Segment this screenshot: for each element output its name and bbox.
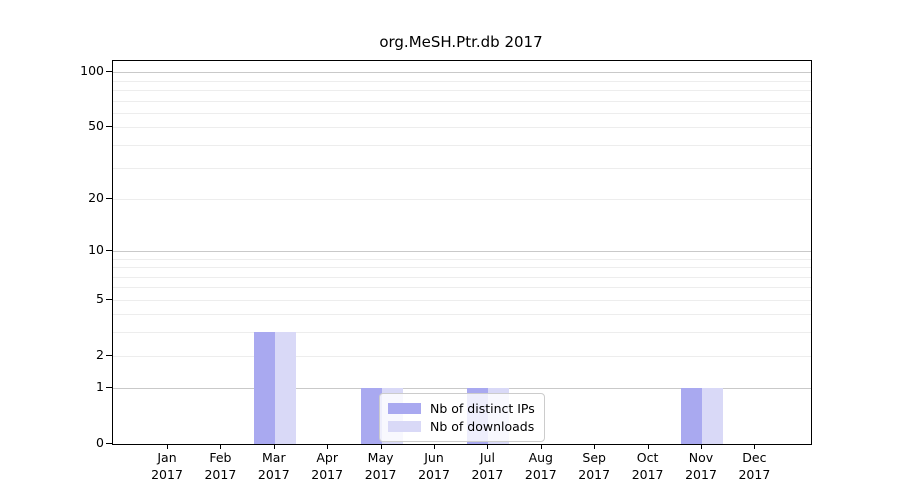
major-gridline xyxy=(113,388,811,390)
bar-nov-downloads xyxy=(702,388,723,444)
y-tick-mark xyxy=(106,354,112,356)
minor-gridline xyxy=(113,299,811,301)
chart-title: org.MeSH.Ptr.db 2017 xyxy=(379,33,543,51)
y-tick-label: 10 xyxy=(88,241,104,257)
plot-area: Nb of distinct IPs Nb of downloads xyxy=(112,60,812,445)
x-tick-label-may: May 2017 xyxy=(364,450,397,482)
minor-gridline xyxy=(113,90,811,92)
x-tick-label-jun: Jun 2017 xyxy=(418,450,450,482)
x-tick-mark xyxy=(380,444,382,449)
minor-gridline xyxy=(113,80,811,82)
minor-gridline xyxy=(113,314,811,316)
y-tick-mark xyxy=(106,387,112,389)
legend-entry-downloads: Nb of downloads xyxy=(388,418,536,435)
y-tick-mark xyxy=(106,298,112,300)
bar-mar-distinct-ips xyxy=(253,332,275,444)
x-tick-mark xyxy=(434,444,435,449)
x-tick-label-nov: Nov 2017 xyxy=(685,450,717,482)
legend-swatch-distinct-ips xyxy=(388,403,421,414)
x-tick-label-mar: Mar 2017 xyxy=(257,450,290,482)
x-tick-label-jul: Jul 2017 xyxy=(471,450,504,482)
x-tick-mark xyxy=(487,444,489,449)
minor-gridline xyxy=(113,100,811,102)
x-tick-mark xyxy=(647,444,649,449)
y-tick-label: 0 xyxy=(96,435,104,450)
legend-entry-distinct-ips: Nb of distinct IPs xyxy=(388,400,536,417)
x-tick-label-dec: Dec 2017 xyxy=(738,450,771,482)
y-tick-label: 1 xyxy=(96,379,104,395)
x-tick-mark xyxy=(701,444,702,449)
x-tick-mark xyxy=(540,444,542,449)
minor-gridline xyxy=(113,287,811,289)
bar-mar-downloads xyxy=(274,332,296,444)
x-tick-mark xyxy=(754,444,756,449)
minor-gridline xyxy=(113,198,811,200)
y-tick-label: 5 xyxy=(96,290,104,306)
minor-gridline xyxy=(113,276,811,278)
x-tick-label-jan: Jan 2017 xyxy=(151,450,183,482)
x-tick-mark xyxy=(594,444,596,449)
minor-gridline xyxy=(113,167,811,169)
minor-gridline xyxy=(113,127,811,129)
y-tick-mark xyxy=(106,71,112,73)
minor-gridline xyxy=(113,267,811,269)
x-tick-label-sep: Sep 2017 xyxy=(578,450,611,482)
legend-swatch-downloads xyxy=(388,421,421,432)
y-tick-mark xyxy=(106,197,112,199)
x-tick-mark xyxy=(167,444,168,449)
bar-nov-distinct-ips xyxy=(681,388,702,444)
y-tick-mark xyxy=(106,126,112,128)
y-tick-mark xyxy=(106,443,112,444)
y-tick-label: 50 xyxy=(88,118,104,134)
x-tick-mark xyxy=(327,444,329,449)
y-tick-mark xyxy=(106,249,112,251)
bar-may-distinct-ips xyxy=(360,388,382,444)
minor-gridline xyxy=(113,113,811,115)
legend-label-downloads: Nb of downloads xyxy=(430,419,535,434)
x-tick-label-apr: Apr 2017 xyxy=(311,450,344,482)
minor-gridline xyxy=(113,145,811,147)
major-gridline xyxy=(113,250,811,252)
x-tick-label-feb: Feb 2017 xyxy=(204,450,237,482)
minor-gridline xyxy=(113,258,811,260)
y-tick-label: 2 xyxy=(96,346,104,362)
legend: Nb of distinct IPs Nb of downloads xyxy=(379,393,545,442)
y-tick-label: 100 xyxy=(80,63,104,79)
legend-label-distinct-ips: Nb of distinct IPs xyxy=(430,401,535,416)
major-gridline xyxy=(113,72,811,74)
x-tick-label-oct: Oct 2017 xyxy=(631,450,664,482)
x-tick-mark xyxy=(273,444,275,449)
x-tick-label-aug: Aug 2017 xyxy=(524,450,557,482)
minor-gridline xyxy=(113,355,811,357)
y-tick-label: 20 xyxy=(88,189,104,205)
x-tick-mark xyxy=(220,444,222,449)
minor-gridline xyxy=(113,332,811,334)
